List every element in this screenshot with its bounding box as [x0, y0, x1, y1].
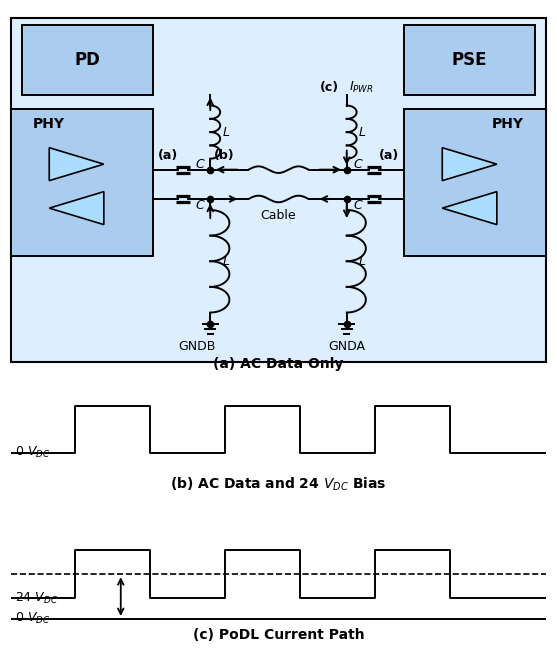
Text: (a): (a) [379, 149, 399, 162]
Text: L: L [222, 254, 229, 268]
FancyBboxPatch shape [404, 25, 535, 95]
Text: PSE: PSE [452, 51, 487, 69]
FancyBboxPatch shape [22, 25, 153, 95]
Text: (c) PoDL Current Path: (c) PoDL Current Path [193, 628, 364, 642]
Text: $24\ V_{DC}$: $24\ V_{DC}$ [16, 591, 58, 606]
Text: GNDB: GNDB [178, 340, 216, 353]
FancyBboxPatch shape [11, 109, 153, 256]
Text: $I_{PWR}$: $I_{PWR}$ [349, 80, 374, 95]
Text: L: L [359, 126, 366, 139]
Text: C: C [353, 158, 362, 170]
Text: L: L [222, 126, 229, 139]
Text: $0\ V_{DC}$: $0\ V_{DC}$ [16, 446, 51, 460]
Text: Cable: Cable [261, 209, 296, 222]
Text: (b): (b) [213, 149, 234, 162]
Text: (c): (c) [319, 81, 339, 94]
Polygon shape [49, 192, 104, 224]
FancyBboxPatch shape [11, 17, 546, 362]
Polygon shape [442, 148, 497, 180]
Text: (a): (a) [158, 149, 178, 162]
Polygon shape [442, 192, 497, 224]
Text: $0\ V_{DC}$: $0\ V_{DC}$ [16, 611, 51, 627]
Text: L: L [359, 254, 366, 268]
Polygon shape [49, 148, 104, 180]
Text: PD: PD [75, 51, 100, 69]
Text: GNDA: GNDA [328, 340, 365, 353]
Text: C: C [353, 199, 362, 212]
FancyBboxPatch shape [404, 109, 546, 256]
Text: PHY: PHY [492, 117, 524, 131]
Text: (a) AC Data Only: (a) AC Data Only [213, 357, 344, 371]
Text: C: C [195, 158, 204, 170]
Text: (b) AC Data and 24 $V_{DC}$ Bias: (b) AC Data and 24 $V_{DC}$ Bias [170, 476, 387, 494]
Text: PHY: PHY [33, 117, 65, 131]
Text: C: C [195, 199, 204, 212]
